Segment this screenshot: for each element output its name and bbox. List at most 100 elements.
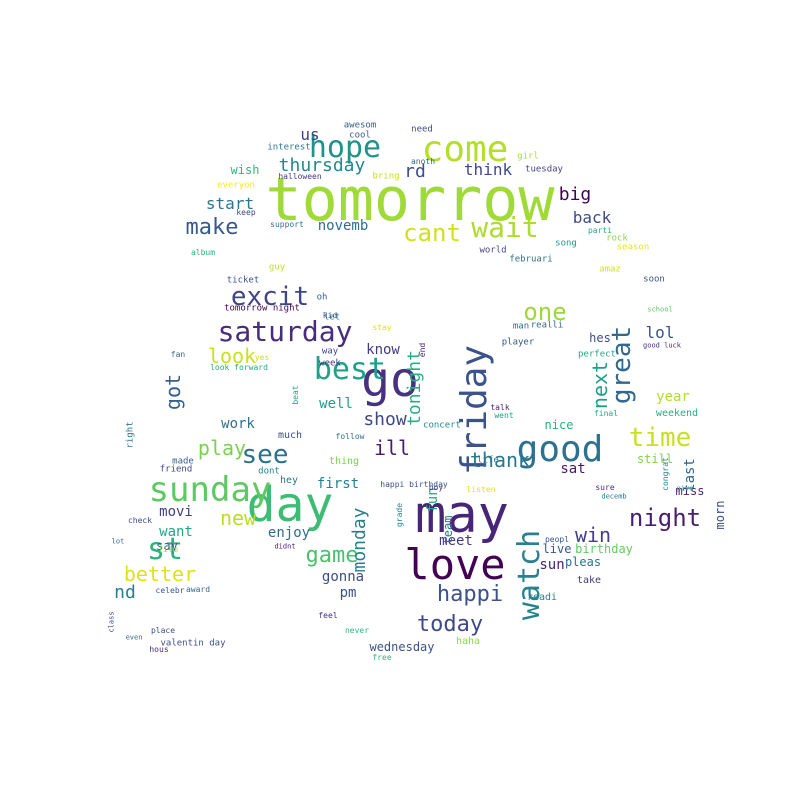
word-life: life bbox=[477, 455, 499, 466]
word-player: player bbox=[501, 337, 535, 348]
word-tomorrow: tomorrow bbox=[265, 165, 555, 235]
word-oh: oh bbox=[316, 292, 328, 303]
word-team: team bbox=[441, 515, 455, 545]
word-back: back bbox=[572, 208, 612, 227]
word-weekend: weekend bbox=[655, 408, 699, 419]
word-good-luck: good luck bbox=[643, 341, 681, 350]
word-start: start bbox=[205, 194, 255, 213]
word-peopl: peopl bbox=[544, 535, 570, 544]
word-tomorrow-night: tomorrow night bbox=[224, 303, 300, 314]
word-go: go bbox=[361, 352, 419, 408]
word-boy: boy bbox=[428, 483, 444, 492]
word-watch: watch bbox=[512, 529, 547, 621]
word-interest: interest bbox=[267, 142, 311, 153]
word-pleas: pleas bbox=[564, 555, 602, 569]
word-keep: keep bbox=[236, 208, 256, 217]
word-wednesday: wednesday bbox=[369, 640, 435, 654]
word-dont: dont bbox=[258, 466, 280, 477]
word-halloween: halloween bbox=[278, 172, 322, 181]
word-tuesday: tuesday bbox=[525, 164, 563, 175]
word-wait: wait bbox=[471, 211, 539, 244]
word-readi: readi bbox=[526, 592, 558, 603]
word-win: win bbox=[574, 523, 612, 547]
word-beat: beat bbox=[291, 385, 300, 405]
word-know: know bbox=[366, 342, 400, 358]
word-excit: excit bbox=[230, 282, 310, 312]
word-year: year bbox=[656, 389, 690, 405]
word-pm: pm bbox=[339, 585, 357, 601]
word-final: final bbox=[593, 409, 619, 418]
word-show: show bbox=[363, 409, 407, 430]
word-saturday: saturday bbox=[217, 315, 353, 348]
word-fan: fan bbox=[170, 350, 186, 359]
word-talk: talk bbox=[490, 403, 510, 412]
word-rock: rock bbox=[606, 233, 628, 244]
word-season: season bbox=[616, 242, 650, 253]
word-game: game bbox=[305, 543, 359, 568]
word-yes: yes bbox=[254, 353, 270, 362]
word-world: world bbox=[479, 245, 507, 256]
word-hes: hes bbox=[589, 331, 611, 345]
word-cant: cant bbox=[403, 219, 461, 247]
word-make: make bbox=[185, 215, 239, 240]
word-thing: thing bbox=[328, 456, 360, 467]
word-look: look bbox=[207, 344, 257, 368]
word-even: even bbox=[125, 633, 143, 642]
word-concert: concert bbox=[423, 420, 461, 431]
word-first: first bbox=[316, 476, 360, 492]
word-haha: haha bbox=[455, 636, 481, 647]
word-didnt: didnt bbox=[274, 542, 296, 551]
word-look-forward: look forward bbox=[210, 363, 268, 372]
word-ticket: ticket bbox=[226, 275, 260, 286]
word-best: best bbox=[313, 352, 387, 387]
word-parti: parti bbox=[587, 226, 613, 235]
word-better: better bbox=[123, 562, 197, 586]
word-need: need bbox=[411, 124, 433, 135]
word-think: think bbox=[463, 160, 513, 179]
word-novemb: novemb bbox=[317, 218, 369, 234]
word-hope: hope bbox=[308, 130, 382, 165]
word-let: let bbox=[323, 312, 341, 323]
word-today: today bbox=[416, 612, 484, 637]
word-come: come bbox=[421, 129, 509, 170]
word-album: album bbox=[190, 248, 216, 257]
word-awesom: awesom bbox=[343, 120, 377, 131]
word-feel: feel bbox=[318, 611, 338, 620]
word-got: got bbox=[161, 373, 185, 411]
word-monday: monday bbox=[349, 507, 370, 573]
word-made: made bbox=[172, 456, 194, 467]
word-love: love bbox=[404, 540, 506, 589]
word-grade: grade bbox=[395, 502, 404, 528]
word-right: right bbox=[125, 421, 136, 449]
word-bring: bring bbox=[372, 171, 400, 182]
word-girl: girl bbox=[517, 151, 539, 162]
word-day: day bbox=[246, 477, 334, 533]
word-celebr: celebr bbox=[155, 586, 185, 595]
word-well: well bbox=[319, 396, 353, 412]
word-thank: thank bbox=[469, 448, 531, 472]
word-cool: cool bbox=[349, 130, 371, 141]
word-week: week bbox=[319, 358, 341, 369]
word-meet: meet bbox=[439, 533, 473, 549]
word-see: see bbox=[241, 440, 289, 470]
word-want: want bbox=[159, 524, 193, 540]
word-man: man bbox=[512, 321, 530, 332]
word-place: place bbox=[150, 626, 176, 635]
word-lot: lot bbox=[111, 537, 125, 546]
word-live: live bbox=[542, 542, 572, 556]
word-friend: friend bbox=[159, 464, 193, 475]
word-one: one bbox=[523, 298, 567, 326]
word-birthday: birthday bbox=[575, 542, 633, 556]
word-soon: soon bbox=[643, 274, 665, 285]
word-sunday: sunday bbox=[148, 470, 272, 510]
word-movi: movi bbox=[159, 504, 193, 520]
word-everyon: everyon bbox=[217, 180, 255, 191]
word-may: may bbox=[415, 485, 509, 545]
word-take: take bbox=[576, 575, 602, 586]
word-end: end bbox=[418, 342, 427, 358]
word-perfect: perfect bbox=[578, 349, 616, 360]
word-new: new bbox=[219, 506, 257, 530]
word-still: still bbox=[636, 452, 674, 466]
word-miss: miss bbox=[675, 484, 705, 498]
word-thursday: thursday bbox=[278, 155, 366, 176]
